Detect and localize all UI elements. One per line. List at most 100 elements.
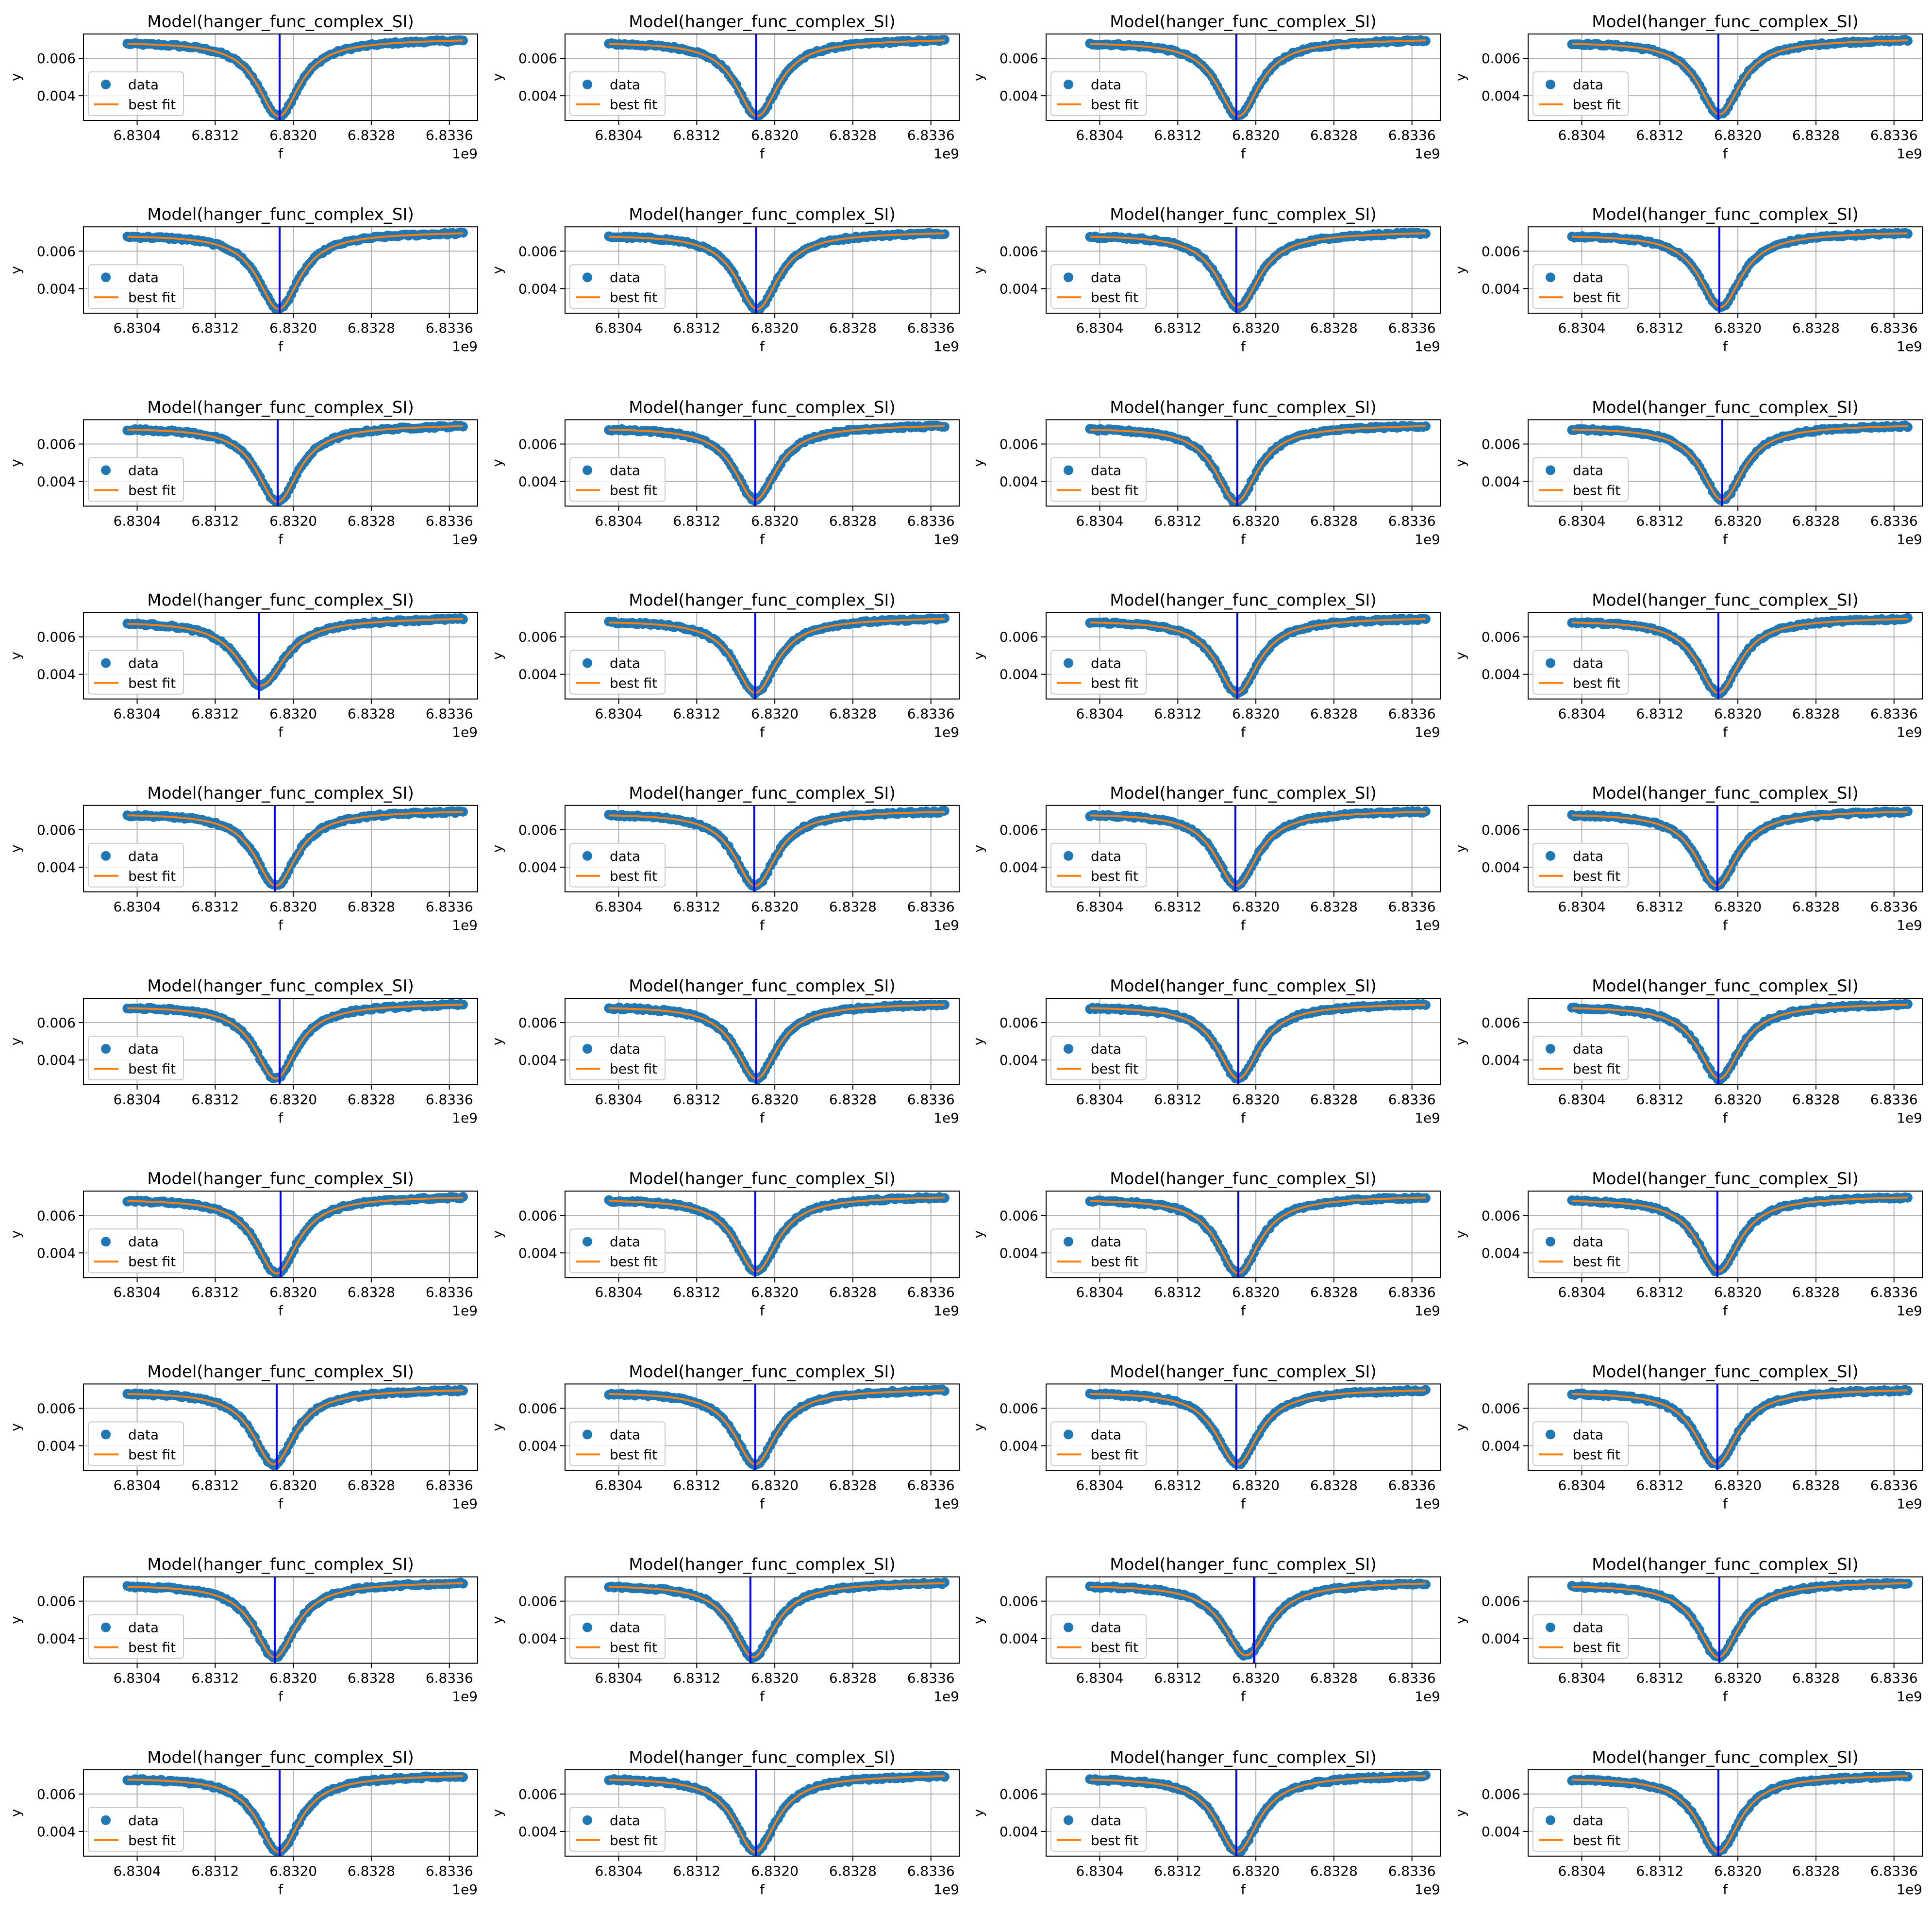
y-axis-label: y (8, 266, 24, 274)
legend-fit-label: best fit (128, 675, 176, 691)
y-axis-label: y (1452, 1230, 1468, 1239)
x-tick-label: 6.8320 (1714, 706, 1762, 722)
legend-data-marker (101, 272, 111, 283)
x-tick-label: 6.8304 (595, 320, 643, 336)
x-tick-label: 6.8312 (1636, 899, 1683, 915)
plot-area (1567, 34, 1913, 120)
plot-area (1567, 1191, 1913, 1278)
subplot-31: 6.8304 6.8312 6.8320 6.8328 6.83360.0040.006… (970, 1362, 1441, 1511)
subplot-title: Model(hanger_func_complex_SI) (629, 784, 895, 803)
x-tick-label: 6.8320 (269, 320, 317, 336)
x-tick-label: 6.8328 (348, 1284, 395, 1300)
x-tick-label: 6.8328 (1310, 706, 1358, 722)
y-tick-label: 0.004 (1482, 88, 1520, 104)
y-tick-label: 0.004 (999, 474, 1038, 490)
x-tick-label: 6.8320 (1232, 899, 1280, 915)
x-axis-label: f (1723, 1110, 1728, 1126)
legend-data-marker (1064, 465, 1073, 475)
axes-frame (565, 419, 960, 507)
x-offset-label: 1e9 (933, 338, 959, 354)
y-axis-label: y (489, 266, 505, 274)
x-tick-label: 6.8328 (1792, 899, 1840, 915)
best-fit-line (1090, 232, 1426, 308)
subplot-21: 6.8304 6.8312 6.8320 6.8328 6.83360.0040.006… (8, 976, 478, 1126)
legend-fit-label: best fit (1091, 675, 1138, 691)
best-fit-line (1572, 1196, 1908, 1273)
legend-fit-label: best fit (1091, 1061, 1138, 1077)
plot-area (604, 805, 949, 892)
legend-data-marker (101, 465, 111, 475)
x-tick-label: 6.8336 (1870, 706, 1918, 722)
x-tick-label: 6.8336 (907, 127, 955, 143)
y-tick-label: 0.004 (518, 88, 557, 104)
legend-data-label: data (1573, 77, 1603, 93)
legend-data-label: data (1091, 655, 1121, 672)
x-offset-label: 1e9 (1897, 338, 1922, 354)
x-tick-label: 6.8328 (348, 320, 395, 336)
subplot-14: 6.8304 6.8312 6.8320 6.8328 6.83360.0040.006… (489, 591, 960, 740)
subplot-title: Model(hanger_func_complex_SI) (629, 976, 895, 996)
x-tick-label: 6.8304 (1558, 513, 1606, 529)
subplot-title: Model(hanger_func_complex_SI) (1592, 784, 1858, 803)
axes-frame (1046, 419, 1441, 507)
y-axis-label: y (1452, 845, 1468, 853)
x-tick-label: 6.8304 (114, 706, 161, 722)
x-tick-label: 6.8312 (1154, 320, 1201, 336)
subplot-24: 6.8304 6.8312 6.8320 6.8328 6.83360.0040.006… (1452, 976, 1923, 1126)
y-axis-label: y (1452, 266, 1468, 274)
data-point (1902, 613, 1913, 623)
x-tick-label: 6.8336 (907, 706, 955, 722)
legend-data-label: data (610, 269, 640, 285)
legend-fit-label: best fit (610, 868, 657, 884)
y-tick-label: 0.004 (999, 1052, 1038, 1068)
subplot-17: 6.8304 6.8312 6.8320 6.8328 6.83360.0040.006… (8, 784, 478, 933)
legend-data-label: data (1091, 462, 1121, 478)
y-tick-label: 0.006 (999, 822, 1038, 838)
x-tick-label: 6.8336 (426, 706, 473, 722)
x-offset-label: 1e9 (933, 531, 959, 547)
x-tick-label: 6.8304 (595, 899, 643, 915)
x-tick-label: 6.8304 (1076, 513, 1124, 529)
x-tick-label: 6.8336 (1388, 320, 1436, 336)
axes-frame (1528, 612, 1923, 700)
legend-fit-label: best fit (1573, 482, 1620, 498)
y-axis-label: y (970, 652, 986, 660)
x-tick-label: 6.8336 (1870, 1091, 1918, 1108)
x-tick-label: 6.8328 (1310, 513, 1358, 529)
y-axis-label: y (8, 1038, 24, 1046)
x-tick-label: 6.8328 (348, 1477, 395, 1493)
y-tick-label: 0.006 (37, 629, 76, 645)
x-tick-label: 6.8320 (1714, 127, 1762, 143)
x-offset-label: 1e9 (1415, 917, 1440, 933)
legend-data-marker (1064, 1237, 1073, 1247)
x-tick-label: 6.8320 (269, 513, 317, 529)
best-fit-line (609, 618, 945, 694)
x-tick-label: 6.8336 (1388, 513, 1436, 529)
y-axis-label: y (8, 1423, 24, 1431)
x-tick-label: 6.8336 (426, 899, 473, 915)
best-fit-line (609, 232, 945, 310)
plot-area (122, 227, 468, 314)
y-tick-label: 0.006 (37, 822, 76, 838)
subplot-title: Model(hanger_func_complex_SI) (147, 1169, 414, 1189)
axes-frame (83, 34, 478, 121)
x-axis-label: f (1723, 917, 1728, 933)
subplot-title: Model(hanger_func_complex_SI) (1110, 784, 1376, 803)
x-tick-label: 6.8304 (595, 1284, 643, 1300)
subplot-29: 6.8304 6.8312 6.8320 6.8328 6.83360.0040.006… (8, 1362, 478, 1511)
x-tick-label: 6.8312 (1636, 513, 1683, 529)
legend-data-marker (583, 1429, 592, 1440)
x-tick-label: 6.8320 (269, 1477, 317, 1493)
x-axis-label: f (760, 146, 765, 162)
x-tick-label: 6.8336 (426, 127, 473, 143)
x-tick-label: 6.8328 (348, 513, 395, 529)
best-fit-line (1572, 232, 1908, 308)
axes-frame (1528, 226, 1923, 314)
